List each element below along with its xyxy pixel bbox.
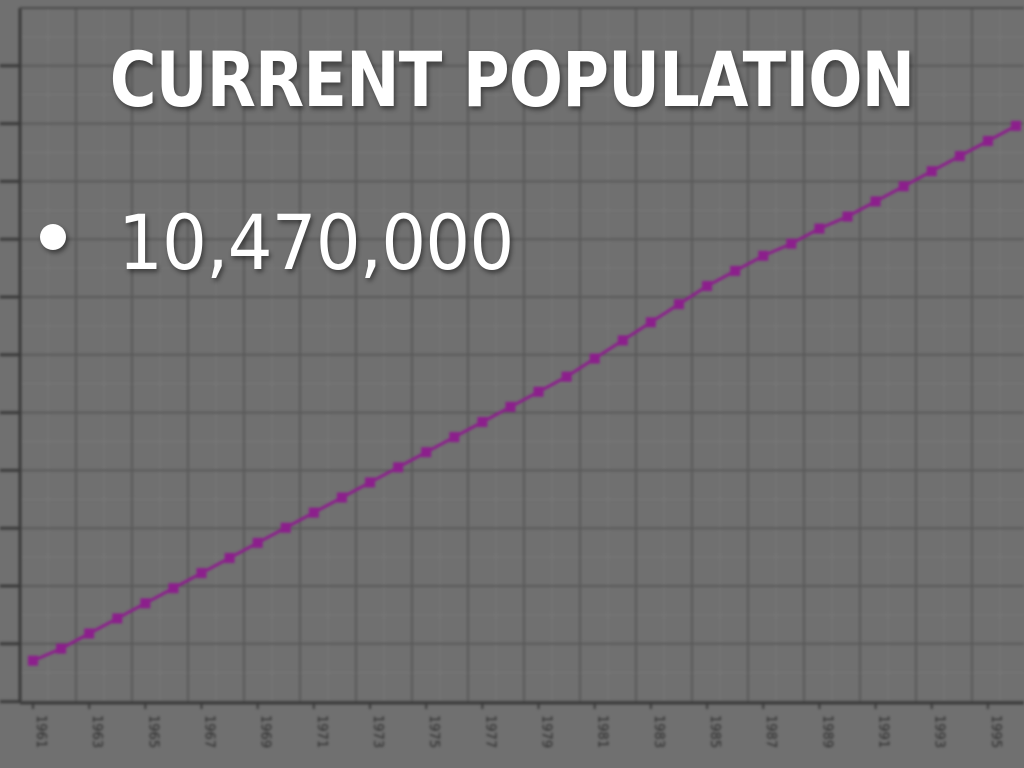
data-point xyxy=(252,537,263,548)
x-tick-label: 1963 xyxy=(89,715,104,748)
data-point xyxy=(393,462,404,473)
x-tick-label: 1967 xyxy=(202,715,217,748)
chart-x-ticks: 1961 1963 1965 1967 1969 1971 1973 1975 1977 1979… xyxy=(32,703,1003,748)
data-point xyxy=(505,401,516,412)
data-point xyxy=(954,151,965,162)
slide-title: CURRENT POPULATION xyxy=(109,35,915,124)
data-point xyxy=(1011,120,1021,131)
data-point xyxy=(870,196,881,207)
data-point xyxy=(449,432,460,443)
x-tick-label: 1975 xyxy=(426,715,441,748)
x-tick-label: 1983 xyxy=(651,715,666,748)
bullet-dot-icon xyxy=(40,224,66,250)
x-tick-label: 1979 xyxy=(539,715,554,748)
data-point xyxy=(814,223,825,234)
x-tick-label: 1977 xyxy=(482,715,497,748)
data-point xyxy=(589,353,600,364)
data-point xyxy=(926,166,937,177)
data-point xyxy=(168,583,179,594)
chart-axes xyxy=(0,7,1024,705)
data-point xyxy=(786,238,797,249)
chart-series xyxy=(28,120,1021,666)
data-point xyxy=(421,447,432,458)
x-tick-label: 1969 xyxy=(258,715,273,748)
data-point xyxy=(224,552,235,563)
data-point xyxy=(533,386,544,397)
data-point xyxy=(645,317,656,328)
data-point xyxy=(196,568,207,579)
data-point xyxy=(365,477,376,488)
data-point xyxy=(702,281,713,291)
data-point xyxy=(280,522,291,533)
x-tick-label: 1991 xyxy=(876,715,891,748)
data-point xyxy=(673,299,684,310)
x-tick-label: 1961 xyxy=(33,715,48,748)
data-point xyxy=(56,643,67,654)
x-tick-label: 1971 xyxy=(314,715,329,748)
data-point xyxy=(84,628,95,639)
data-point xyxy=(730,265,741,276)
data-point xyxy=(982,135,993,146)
x-tick-label: 1987 xyxy=(763,715,778,748)
x-tick-label: 1973 xyxy=(370,715,385,748)
data-point xyxy=(758,250,769,261)
x-tick-label: 1993 xyxy=(932,715,947,748)
data-point xyxy=(477,416,488,427)
x-tick-label: 1989 xyxy=(819,715,834,748)
x-tick-label: 1981 xyxy=(595,715,610,748)
x-tick-label: 1985 xyxy=(707,715,722,748)
data-point xyxy=(112,613,123,624)
data-point xyxy=(308,507,319,518)
data-point xyxy=(336,492,347,503)
bullet-item: 10,470,000 xyxy=(40,200,543,281)
data-point xyxy=(617,335,628,346)
data-point xyxy=(140,598,151,609)
population-value: 10,470,000 xyxy=(118,198,514,287)
x-tick-label: 1965 xyxy=(145,715,160,748)
data-point xyxy=(561,371,572,382)
x-tick-label: 1995 xyxy=(988,715,1003,748)
data-point xyxy=(28,655,38,666)
data-point xyxy=(898,181,909,192)
data-point xyxy=(842,211,853,222)
